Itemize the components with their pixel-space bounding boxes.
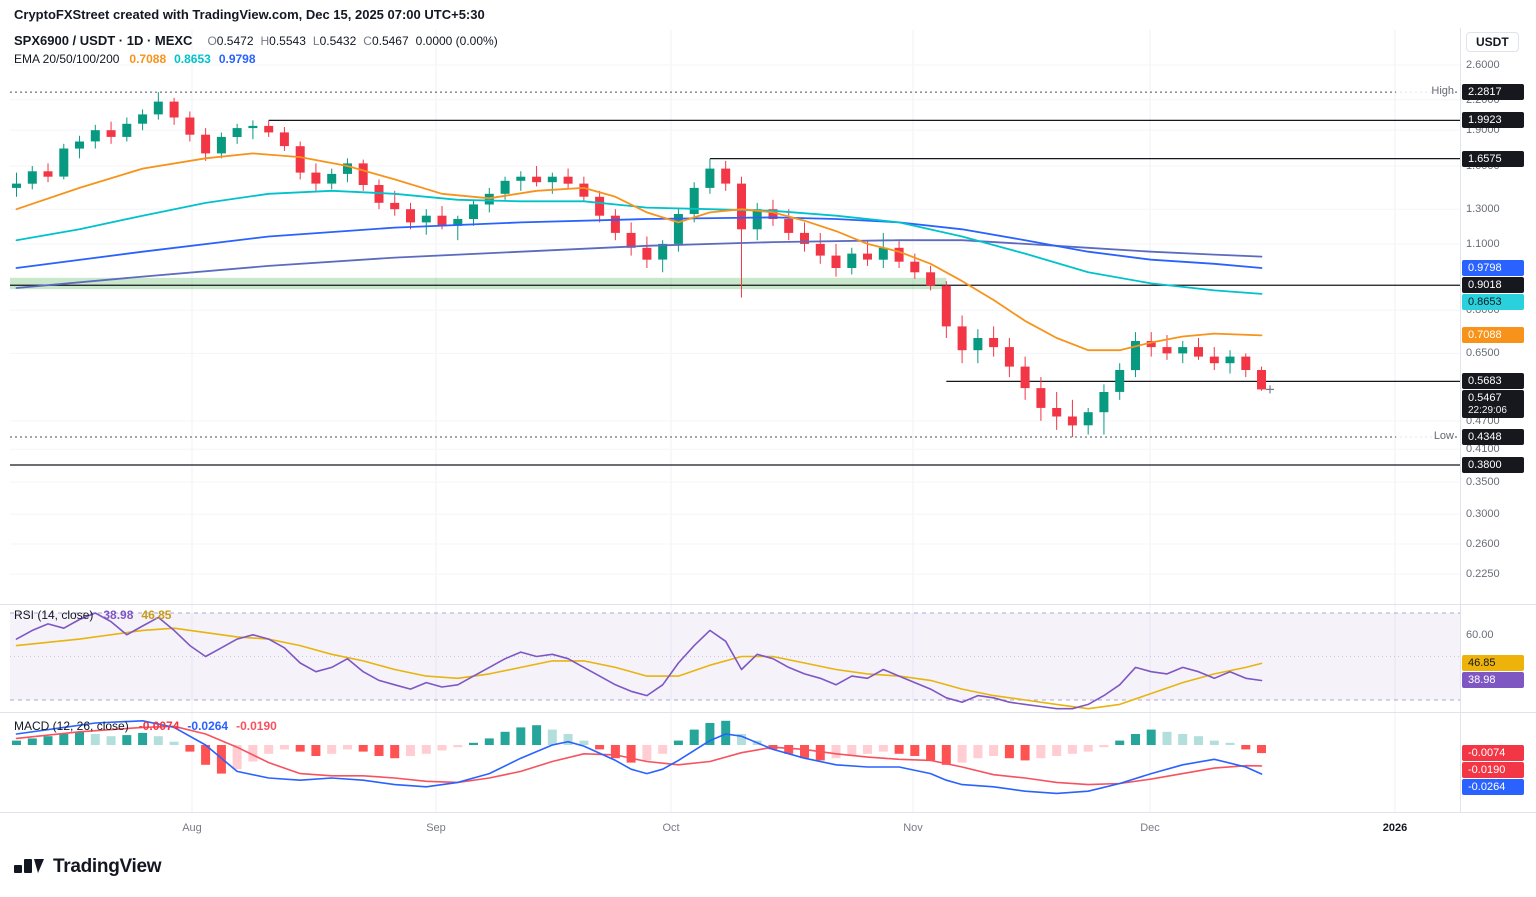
price-tick-label: 0.6500 xyxy=(1466,347,1500,359)
price-badge: 0.4348 xyxy=(1462,429,1524,445)
price-badge: 2.2817 xyxy=(1462,84,1524,100)
price-tick-label: 0.4100 xyxy=(1466,443,1500,455)
symbol-ohlc-legend: SPX6900 / USDT · 1D · MEXC O0.5472 H0.5543… xyxy=(14,33,498,48)
high-label: High xyxy=(1396,85,1454,97)
low-label: Low xyxy=(1396,430,1454,442)
ema-legend: EMA 20/50/100/200 0.7088 0.8653 0.9798 xyxy=(14,52,256,66)
macd-badge: -0.0074 xyxy=(1462,745,1524,761)
price-tick-label: 0.4700 xyxy=(1466,415,1500,427)
ohlc-key: O xyxy=(207,34,217,48)
rsi-value: 38.98 xyxy=(103,608,134,622)
price-badge: 0.9018 xyxy=(1462,277,1524,293)
time-label: Dec xyxy=(1140,822,1160,834)
ema-value: 0.9798 xyxy=(218,52,256,66)
macd-value: -0.0074 xyxy=(138,719,180,733)
rsi-badge: 38.98 xyxy=(1462,672,1524,688)
rsi-label: RSI (14, close) xyxy=(14,608,94,622)
price-badge: 0.8653 xyxy=(1462,294,1524,310)
ema-value: 0.8653 xyxy=(174,52,211,66)
price-badge: 1.6575 xyxy=(1462,151,1524,167)
ema-value: 0.7088 xyxy=(129,52,167,66)
rsi-badge: 46.85 xyxy=(1462,655,1524,671)
macd-badge: -0.0264 xyxy=(1462,779,1524,795)
time-label: 2026 xyxy=(1382,822,1408,834)
price-badge: 1.9923 xyxy=(1462,112,1524,128)
ohlc-value: 0.5472 xyxy=(216,34,254,48)
ohlc-value: 0.5543 xyxy=(269,34,306,48)
ohlc-value: 0.5432 xyxy=(319,34,357,48)
macd-badge: -0.0190 xyxy=(1462,762,1524,778)
price-badge: 0.5683 xyxy=(1462,373,1524,389)
price-tick-label: 0.2250 xyxy=(1466,568,1500,580)
ohlc-key: C xyxy=(363,34,372,48)
rsi-value: 46.85 xyxy=(141,608,172,622)
price-tick-label: 2.6000 xyxy=(1466,59,1500,71)
rsi-tick-label: 60.00 xyxy=(1466,629,1494,641)
price-tick-label: 1.3000 xyxy=(1466,203,1500,215)
time-label: Aug xyxy=(182,822,202,834)
ohlc-key: L xyxy=(312,34,320,48)
countdown-timer: 22:29:06 xyxy=(1468,405,1507,416)
macd-value: -0.0264 xyxy=(187,719,229,733)
macd-legend: MACD (12, 26, close) -0.0074 -0.0264 -0.019… xyxy=(14,719,277,733)
price-tick-label: 0.3000 xyxy=(1466,508,1500,520)
brand-name: TradingView xyxy=(53,856,162,877)
price-badge: 0.3800 xyxy=(1462,457,1524,473)
price-badge: 0.5467 22:29:06 xyxy=(1462,390,1524,418)
price-tick-label: 1.1000 xyxy=(1466,238,1500,250)
macd-label: MACD (12, 26, close) xyxy=(14,719,129,733)
page-title: CryptoFXStreet created with TradingView.… xyxy=(14,7,485,22)
ohlc-key: H xyxy=(260,34,270,48)
ema-label: EMA 20/50/100/200 xyxy=(14,52,120,66)
symbol-title: SPX6900 / USDT · 1D · MEXC xyxy=(14,33,193,48)
macd-value: -0.0190 xyxy=(236,719,277,733)
price-axis-currency[interactable]: USDT xyxy=(1466,32,1519,52)
time-label: Nov xyxy=(903,822,923,834)
time-label: Sep xyxy=(426,822,446,834)
price-tick-label: 0.2600 xyxy=(1466,538,1500,550)
price-badge: 0.7088 xyxy=(1462,327,1524,343)
tradingview-logo-icon[interactable] xyxy=(14,856,44,878)
time-label: Oct xyxy=(662,822,680,834)
rsi-legend: RSI (14, close) 38.98 46.85 xyxy=(14,608,171,622)
price-badge: 0.9798 xyxy=(1462,260,1524,276)
ohlc-value: 0.5467 xyxy=(371,34,409,48)
price-tick-label: 0.3500 xyxy=(1466,476,1500,488)
change-value: 0.0000 (0.00%) xyxy=(415,34,498,48)
footer: TradingView xyxy=(14,856,162,878)
